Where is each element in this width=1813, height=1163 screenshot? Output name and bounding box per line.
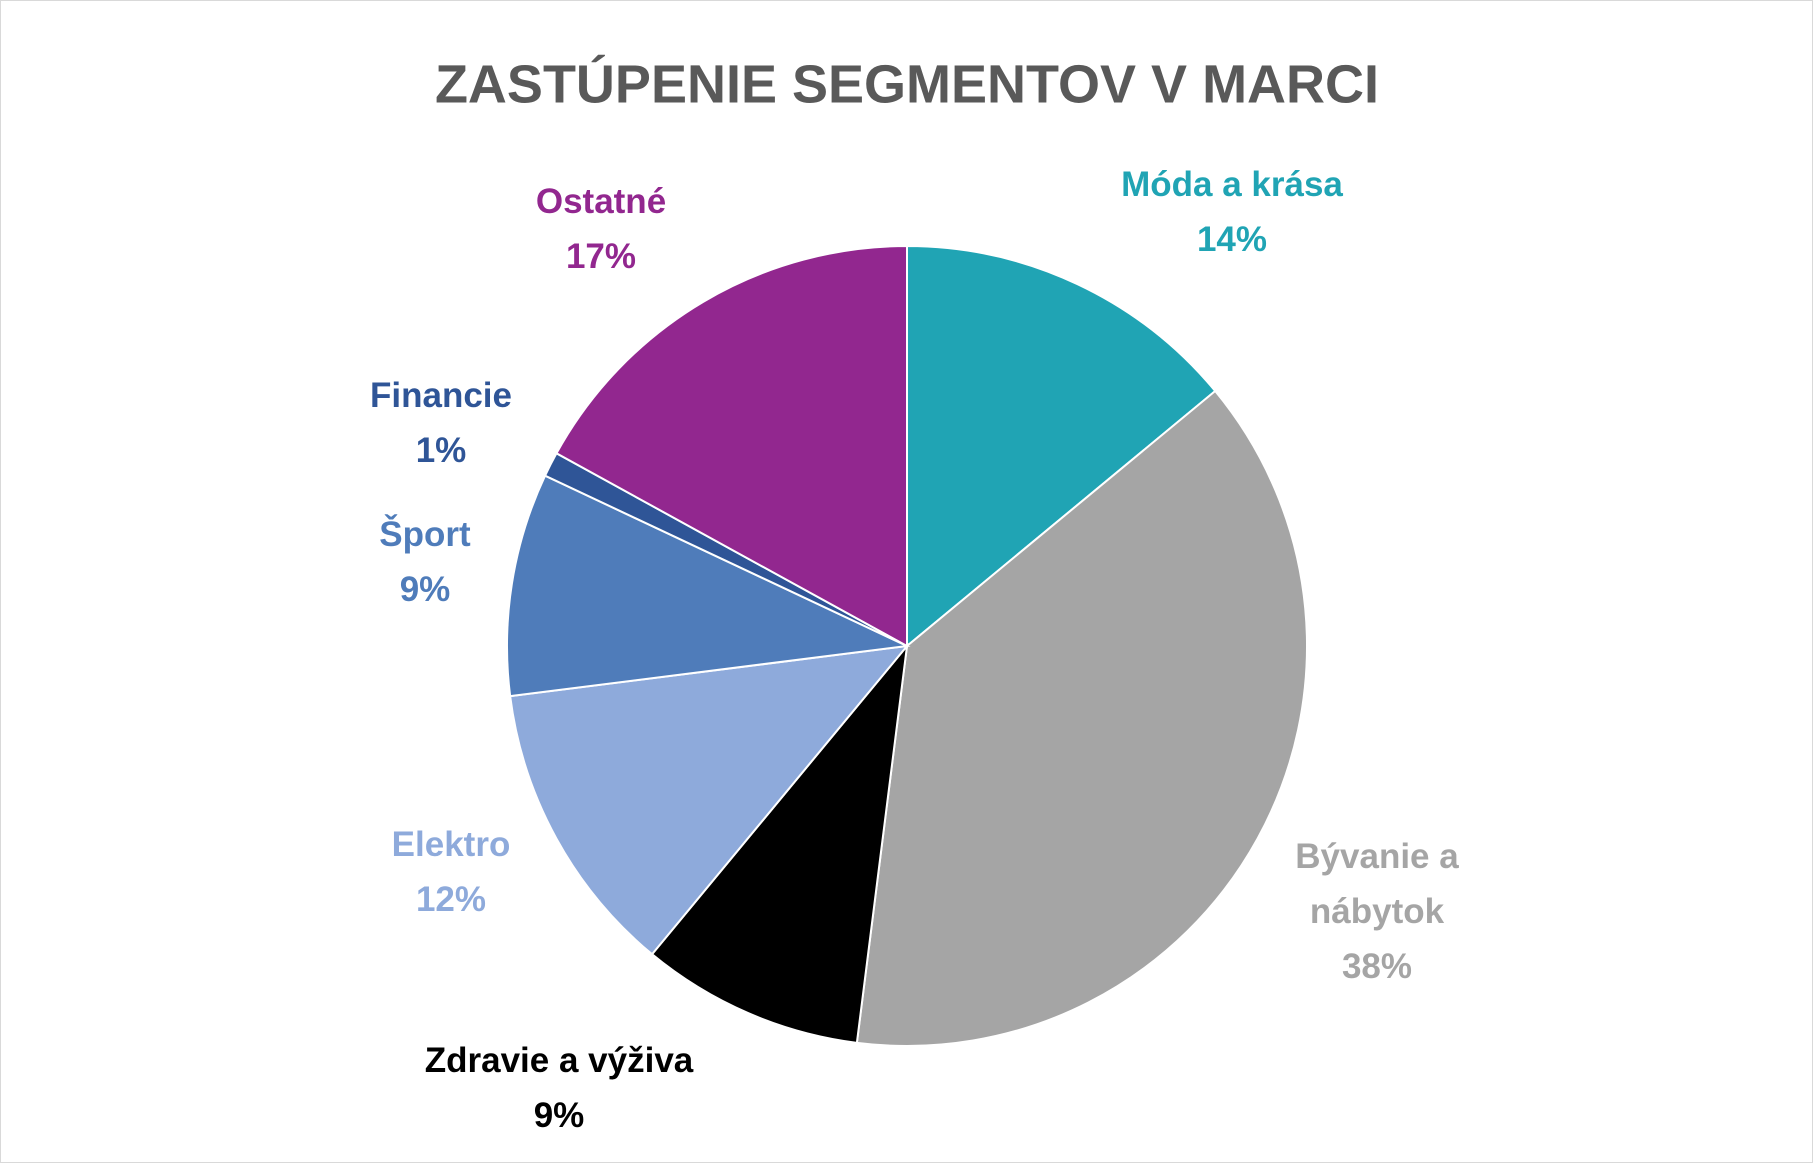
- data-label: Financie 1%: [341, 368, 541, 478]
- value-label: 17%: [565, 237, 637, 276]
- data-label: Zdravie a výživa 9%: [369, 1033, 749, 1143]
- category-label: Elektro: [391, 825, 511, 864]
- category-label: Ostatné: [535, 182, 667, 221]
- value-label: 9%: [399, 570, 451, 609]
- category-label: Móda a krása: [1121, 165, 1343, 204]
- category-label: Financie: [370, 376, 512, 415]
- data-label: Móda a krása 14%: [1072, 157, 1392, 267]
- category-label: Bývanie a nábytok: [1295, 837, 1459, 931]
- data-label: Šport 9%: [325, 507, 525, 617]
- value-label: 9%: [533, 1096, 585, 1135]
- category-label: Zdravie a výživa: [424, 1041, 694, 1080]
- data-label: Bývanie a nábytok 38%: [1272, 829, 1482, 994]
- value-label: 38%: [1341, 947, 1413, 986]
- pie-slice: [509, 644, 910, 956]
- data-label: Ostatné 17%: [491, 174, 711, 284]
- pie-slice: [650, 642, 909, 1044]
- category-label: Šport: [379, 515, 471, 554]
- value-label: 1%: [415, 431, 467, 470]
- pie-slice: [506, 474, 911, 698]
- value-label: 12%: [415, 880, 487, 919]
- pie-slice: [555, 244, 908, 648]
- pie-slice: [855, 389, 1308, 1048]
- chart-title: ZASTÚPENIE SEGMENTOV V MARCI: [435, 54, 1379, 114]
- data-label: Elektro 12%: [351, 817, 551, 927]
- value-label: 14%: [1196, 220, 1268, 259]
- pie-slice: [906, 244, 1217, 649]
